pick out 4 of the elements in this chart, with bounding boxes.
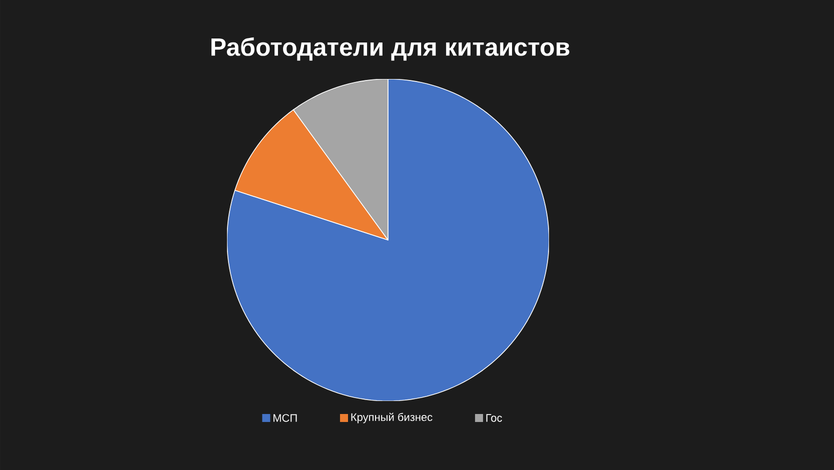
chart-title: Работодатели для китаистов: [211, 37, 570, 61]
legend-label: Гос: [486, 414, 502, 422]
legend-label: МСП: [274, 414, 297, 422]
legend-label: Крупный бизнес: [351, 412, 432, 424]
